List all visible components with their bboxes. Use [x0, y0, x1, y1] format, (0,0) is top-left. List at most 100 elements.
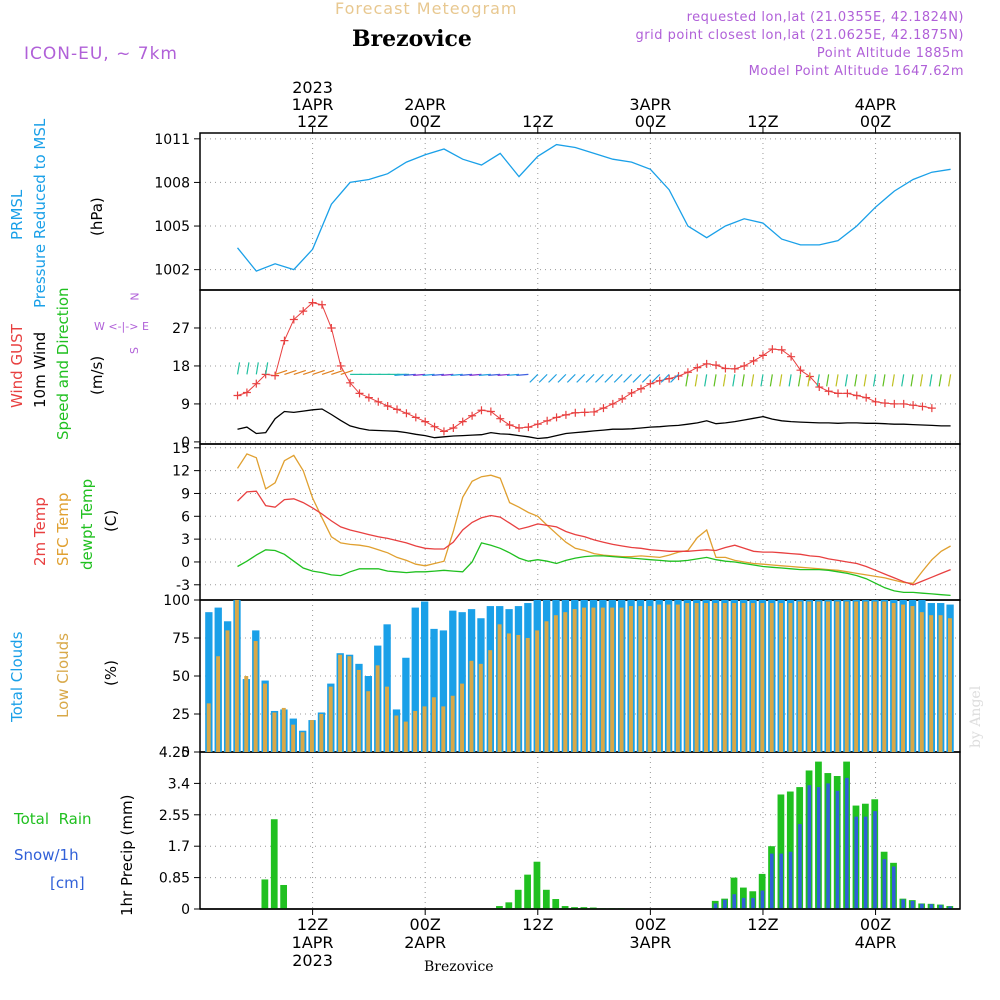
- low-cloud-bar: [413, 710, 418, 752]
- low-cloud-bar: [497, 624, 502, 752]
- snow-bar: [741, 897, 746, 909]
- wind-arrow: [872, 374, 877, 387]
- low-cloud-bar: [319, 714, 324, 752]
- gust-marker: [533, 420, 542, 429]
- gust-marker: [702, 359, 711, 368]
- rain-bar: [496, 906, 503, 909]
- low-cloud-bar: [947, 618, 952, 752]
- y-tick-label: 1.7: [168, 839, 190, 855]
- low-cloud-bar: [704, 603, 708, 752]
- snow-bar: [873, 811, 877, 909]
- gust-marker: [571, 408, 580, 417]
- wind-arrow: [891, 374, 895, 387]
- low-cloud-bar: [919, 612, 924, 752]
- precip-snow-label: Snow/1h: [14, 846, 79, 864]
- low-cloud-bar: [760, 603, 765, 752]
- low-cloud-bar: [572, 609, 577, 752]
- gust-marker: [242, 388, 251, 397]
- low-cloud-bar: [469, 660, 474, 752]
- pressure-line: [236, 143, 951, 272]
- wind-arrow: [797, 374, 802, 387]
- snow-bar: [929, 904, 934, 909]
- gust-marker: [383, 402, 392, 411]
- gust-marker: [843, 389, 852, 398]
- gust-marker: [636, 384, 645, 393]
- low-cloud-bar: [516, 634, 521, 752]
- gust-marker: [580, 408, 589, 417]
- gust-marker: [252, 379, 261, 388]
- wind-arrow: [722, 374, 727, 387]
- low-cloud-bar: [685, 603, 690, 752]
- dewpoint-line: [237, 542, 951, 597]
- wind-arrow: [835, 374, 839, 387]
- wind-arrow: [284, 369, 297, 375]
- gust-marker: [402, 409, 411, 418]
- gust-marker: [477, 406, 486, 415]
- wind-line: [237, 408, 951, 440]
- rain-bar: [580, 907, 588, 909]
- low-cloud-bar: [769, 603, 774, 752]
- rain-bar: [542, 889, 550, 909]
- low-cloud-bar: [206, 703, 211, 752]
- low-cloud-bar: [910, 606, 915, 752]
- gust-marker: [421, 417, 430, 426]
- low-cloud-bar: [553, 615, 558, 752]
- gust-marker: [496, 414, 505, 423]
- y-tick-label: 12: [172, 464, 190, 480]
- wind-arrow: [431, 373, 445, 376]
- rain-bar: [533, 861, 541, 909]
- gust-marker: [411, 413, 420, 422]
- gust-marker: [824, 387, 833, 396]
- gust-marker: [458, 417, 467, 426]
- gust-marker: [599, 404, 608, 413]
- wind-arrow: [651, 373, 661, 383]
- snow-bar: [854, 816, 859, 909]
- low-cloud-bar: [366, 691, 371, 752]
- low-cloud-bar: [272, 712, 277, 752]
- snow-bar: [920, 903, 924, 909]
- snow-bar: [760, 890, 765, 909]
- bottom-hour-label: 12Z: [522, 915, 553, 934]
- low-cloud-bar: [582, 607, 587, 752]
- snow-bar: [901, 899, 905, 909]
- total-cloud-bar: [402, 657, 410, 752]
- gust-marker: [543, 416, 552, 425]
- wind-arrow: [604, 373, 614, 383]
- wind-arrow: [450, 373, 463, 376]
- y-tick-label: 1008: [154, 175, 190, 191]
- gust-marker: [233, 391, 242, 400]
- snow-bar: [723, 899, 727, 909]
- panel-frame: [199, 132, 961, 291]
- low-cloud-bar: [619, 607, 624, 752]
- gust-marker: [346, 378, 355, 387]
- temp-2m-line: [237, 490, 951, 586]
- gust-marker: [880, 399, 889, 408]
- low-cloud-bar: [216, 656, 221, 752]
- gust-marker: [515, 423, 524, 432]
- low-cloud-bar: [741, 603, 746, 752]
- low-cloud-bar: [431, 697, 436, 752]
- wind-arrow: [469, 373, 482, 376]
- snow-bar: [816, 787, 821, 909]
- snow-bar: [807, 785, 812, 909]
- total-cloud-bar: [420, 601, 429, 752]
- y-tick-label: 4.25: [159, 745, 190, 761]
- gust-marker: [871, 397, 880, 406]
- low-cloud-bar: [347, 656, 352, 752]
- top-date-label: 3APR: [629, 95, 671, 114]
- low-cloud-bar: [253, 641, 258, 752]
- low-cloud-bar: [750, 603, 755, 752]
- gust-marker: [890, 399, 899, 408]
- bottom-date-label: 2APR: [404, 933, 446, 952]
- wind-arrow: [312, 369, 325, 375]
- gust-marker: [364, 393, 373, 402]
- sfc-temp-line: [236, 453, 951, 584]
- gust-marker: [665, 374, 674, 383]
- wind-arrow: [488, 373, 501, 376]
- low-cloud-bar: [281, 707, 286, 752]
- wind-arrow: [938, 374, 942, 387]
- low-cloud-bar: [732, 603, 737, 752]
- y-tick-label: 0: [181, 435, 190, 451]
- wind-arrow: [670, 373, 679, 383]
- bottom-hour-label: 00Z: [860, 915, 891, 934]
